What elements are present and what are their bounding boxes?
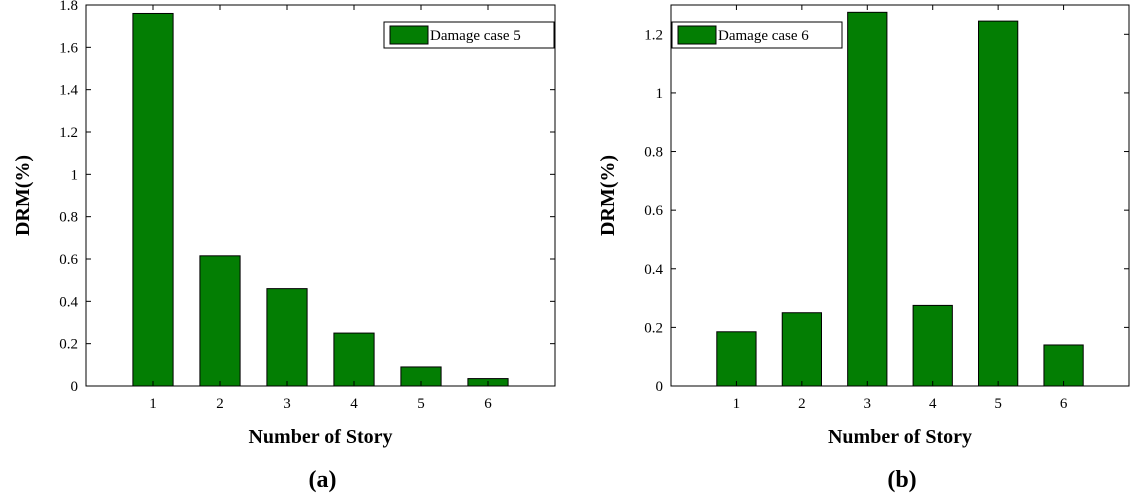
plot-frame bbox=[85, 4, 556, 387]
x-axis-label: Number of Story bbox=[828, 426, 972, 448]
bar-story-2 bbox=[781, 312, 822, 387]
y-tick-label: 0.8 bbox=[59, 210, 78, 226]
bar-story-3 bbox=[847, 11, 888, 387]
bar-story-1 bbox=[716, 331, 757, 387]
y-tick-label: 0.4 bbox=[644, 262, 663, 278]
x-tick-label: 2 bbox=[798, 396, 806, 412]
chart-panel-a: 0 0.2 0.4 0.6 0.8 1 1.2 1.4 1.6 1.8 1 2 3 4 5 6 Number o… bbox=[12, 0, 556, 493]
y-axis-label: DRM(%) bbox=[12, 155, 34, 236]
x-tick-label: 5 bbox=[417, 396, 425, 412]
y-tick-label: 0.6 bbox=[59, 252, 78, 268]
x-tick-label: 4 bbox=[350, 396, 358, 412]
x-tick-label: 1 bbox=[149, 396, 157, 412]
x-tick-label: 2 bbox=[216, 396, 224, 412]
y-tick-label: 0.8 bbox=[644, 145, 663, 161]
x-tick-label: 6 bbox=[1060, 396, 1068, 412]
x-tick-label: 1 bbox=[733, 396, 741, 412]
panel-label: (b) bbox=[887, 467, 916, 493]
bar-story-4 bbox=[912, 304, 953, 387]
legend-label: Damage case 5 bbox=[430, 28, 521, 44]
x-axis-label: Number of Story bbox=[248, 426, 392, 448]
chart-panel-b: 0 0.2 0.4 0.6 0.8 1 1.2 1 2 3 4 5 6 Number of Story DR… bbox=[597, 4, 1130, 493]
y-tick-label: 0 bbox=[71, 379, 79, 395]
y-tick-label: 0.6 bbox=[644, 203, 663, 219]
y-tick-label: 0 bbox=[656, 379, 664, 395]
y-tick-label: 1 bbox=[71, 167, 79, 183]
y-tick-label: 1.4 bbox=[59, 83, 78, 99]
bar-story-2 bbox=[199, 255, 241, 387]
x-tick-label: 3 bbox=[283, 396, 291, 412]
y-tick-label: 0.2 bbox=[59, 337, 78, 353]
x-tick-label: 6 bbox=[484, 396, 492, 412]
bar-story-6 bbox=[1043, 344, 1084, 387]
bar-story-5 bbox=[978, 20, 1019, 387]
panel-label: (a) bbox=[309, 467, 337, 493]
bar-story-4 bbox=[333, 332, 375, 387]
legend-label: Damage case 6 bbox=[718, 28, 809, 44]
plot-frame bbox=[670, 4, 1130, 387]
y-tick-label: 1 bbox=[656, 86, 664, 102]
bar-story-1 bbox=[132, 12, 174, 387]
y-tick-label: 0.2 bbox=[644, 320, 663, 336]
y-tick-label: 1.2 bbox=[644, 27, 663, 43]
y-tick-label: 1.8 bbox=[59, 0, 78, 14]
y-axis-label: DRM(%) bbox=[597, 155, 619, 236]
y-tick-label: 1.6 bbox=[59, 40, 78, 56]
legend-swatch bbox=[389, 25, 429, 45]
legend-swatch bbox=[677, 25, 717, 45]
x-tick-label: 5 bbox=[994, 396, 1002, 412]
x-tick-label: 4 bbox=[929, 396, 937, 412]
x-tick-label: 3 bbox=[864, 396, 872, 412]
bar-story-3 bbox=[266, 288, 308, 387]
y-tick-label: 0.4 bbox=[59, 294, 78, 310]
y-tick-label: 1.2 bbox=[59, 125, 78, 141]
